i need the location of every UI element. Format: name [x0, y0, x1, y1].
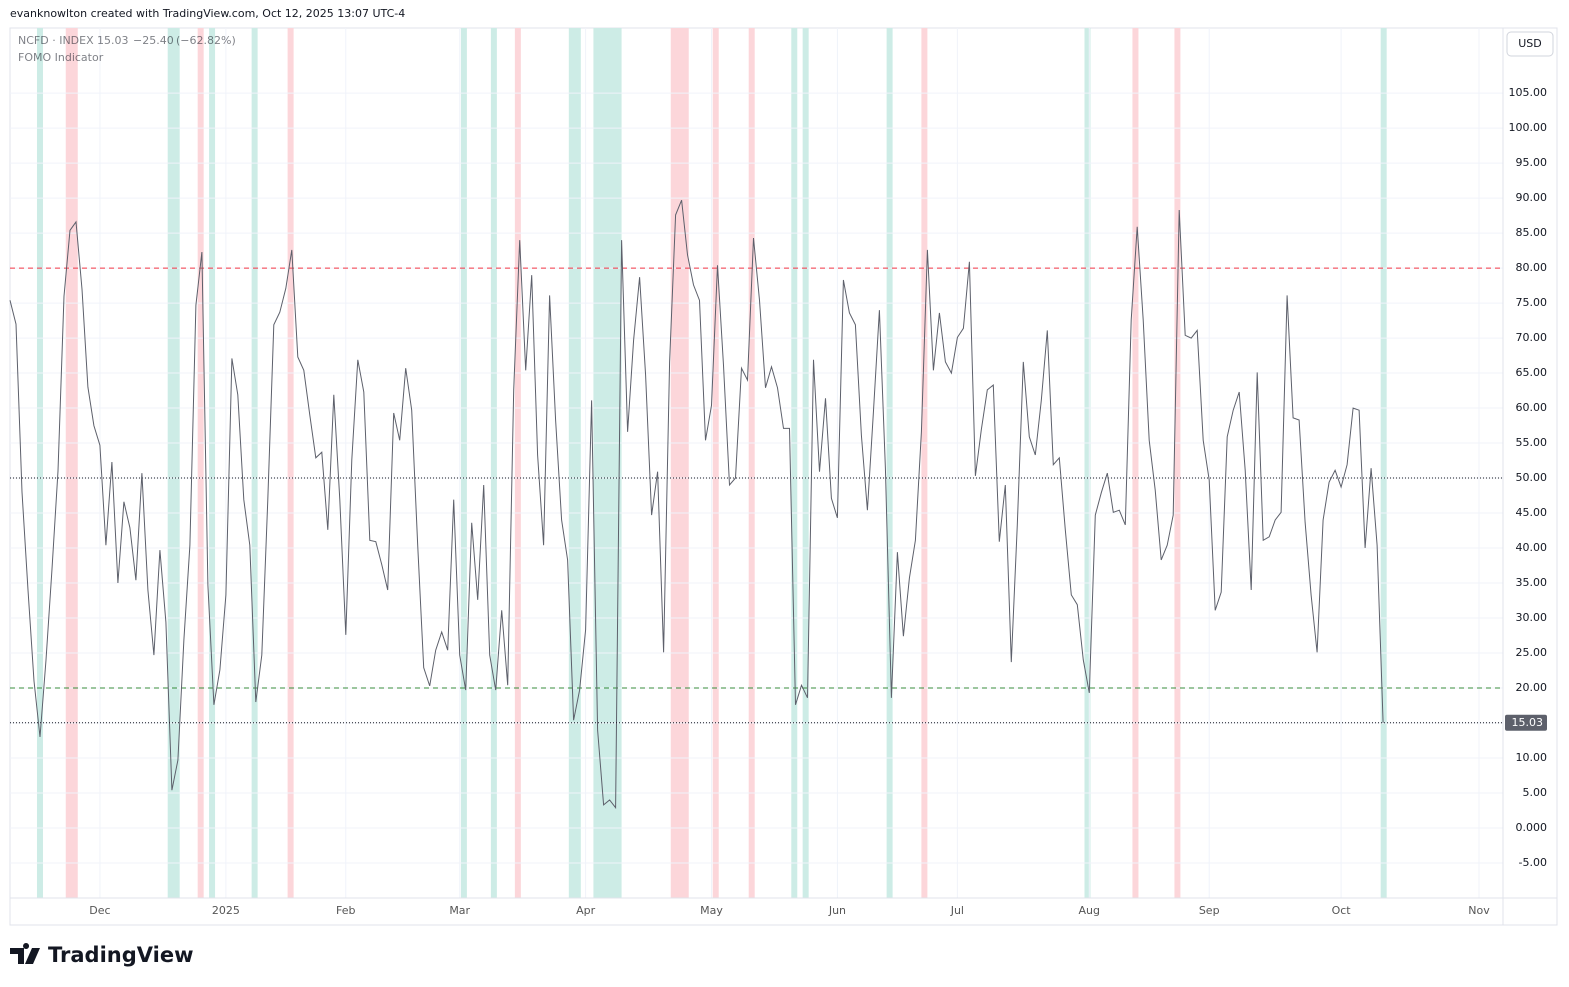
x-tick-label: Oct: [1332, 904, 1352, 917]
signal-band: [36, 28, 43, 898]
signal-band: [802, 28, 809, 898]
y-tick-label: 50.00: [1516, 471, 1548, 484]
signal-band: [460, 28, 467, 898]
header: evanknowlton created with TradingView.co…: [10, 7, 405, 20]
line: [9, 200, 1384, 810]
y-tick-label: 40.00: [1516, 541, 1548, 554]
signal-band: [1380, 28, 1387, 898]
signal-band: [167, 28, 180, 898]
symbol: NCFD · INDEX: [18, 34, 94, 47]
y-tick-label: 20.00: [1516, 681, 1548, 694]
y-tick-label: 45.00: [1516, 506, 1548, 519]
signal-band: [886, 28, 893, 898]
y-tick-label: 65.00: [1516, 366, 1548, 379]
y-tick-label: 75.00: [1516, 296, 1548, 309]
y-tick-label: 25.00: [1516, 646, 1548, 659]
y-tick-label: 70.00: [1516, 331, 1548, 344]
x-tick-label: Jun: [828, 904, 846, 917]
last-value: 15.03: [97, 34, 129, 47]
x-tick-label: Jul: [950, 904, 964, 917]
x-tick-label: May: [700, 904, 723, 917]
signal-band: [712, 28, 719, 898]
y-tick-label: -5.00: [1519, 856, 1547, 869]
signal-band: [514, 28, 521, 898]
y-tick-label: 100.00: [1509, 121, 1548, 134]
chart-frame: [9, 27, 1558, 926]
signal-band: [1174, 28, 1181, 898]
signal-band: [287, 28, 294, 898]
x-tick-label: Nov: [1468, 904, 1490, 917]
signal-band: [1132, 28, 1139, 898]
last-value-label: 15.03: [1512, 716, 1544, 729]
plot: [9, 28, 1503, 898]
signal-band: [593, 28, 622, 898]
indicator-name: FOMO Indicator: [18, 51, 104, 64]
y-tick-label: 35.00: [1516, 576, 1548, 589]
y-tick-label: 95.00: [1516, 156, 1548, 169]
x-tick-label: Aug: [1079, 904, 1100, 917]
x-tick-label: Mar: [449, 904, 470, 917]
signal-band: [748, 28, 755, 898]
brand-logo: [10, 943, 40, 964]
y-tick-label: 10.00: [1516, 751, 1548, 764]
y-tick-label: 0.000: [1516, 821, 1548, 834]
currency-button[interactable]: [1506, 31, 1554, 57]
signal-band: [1084, 28, 1091, 898]
y-tick-label: 105.00: [1509, 86, 1548, 99]
y-tick-label: 30.00: [1516, 611, 1548, 624]
x-tick-label: Apr: [576, 904, 596, 917]
y-tick-label: 55.00: [1516, 436, 1548, 449]
currency-label[interactable]: USD: [1518, 37, 1542, 50]
x-tick-label: 2025: [212, 904, 240, 917]
signal-band: [921, 28, 928, 898]
change: −25.40: [133, 34, 174, 47]
last-value-badge: [1505, 714, 1547, 731]
x-tick-label: Dec: [89, 904, 110, 917]
y-tick-label: 90.00: [1516, 191, 1548, 204]
y-tick-label: 80.00: [1516, 261, 1548, 274]
signal-band: [197, 28, 204, 898]
y-tick-label: 60.00: [1516, 401, 1548, 414]
change-percent: (−62.82%): [176, 34, 236, 47]
y-tick-label: 85.00: [1516, 226, 1548, 239]
y-tick-label: 5.00: [1523, 786, 1548, 799]
signal-band: [65, 28, 78, 898]
signal-band: [209, 28, 216, 898]
signal-band: [670, 28, 689, 898]
signal-band: [490, 28, 497, 898]
x-tick-label: Feb: [336, 904, 355, 917]
signal-band: [791, 28, 798, 898]
signal-band: [251, 28, 258, 898]
legend: NCFD · INDEX 15.03 −25.40 (−62.82%) FOMO…: [18, 34, 236, 64]
signal-band: [568, 28, 581, 898]
brand-name: TradingView: [48, 943, 193, 967]
x-tick-label: Sep: [1199, 904, 1220, 917]
